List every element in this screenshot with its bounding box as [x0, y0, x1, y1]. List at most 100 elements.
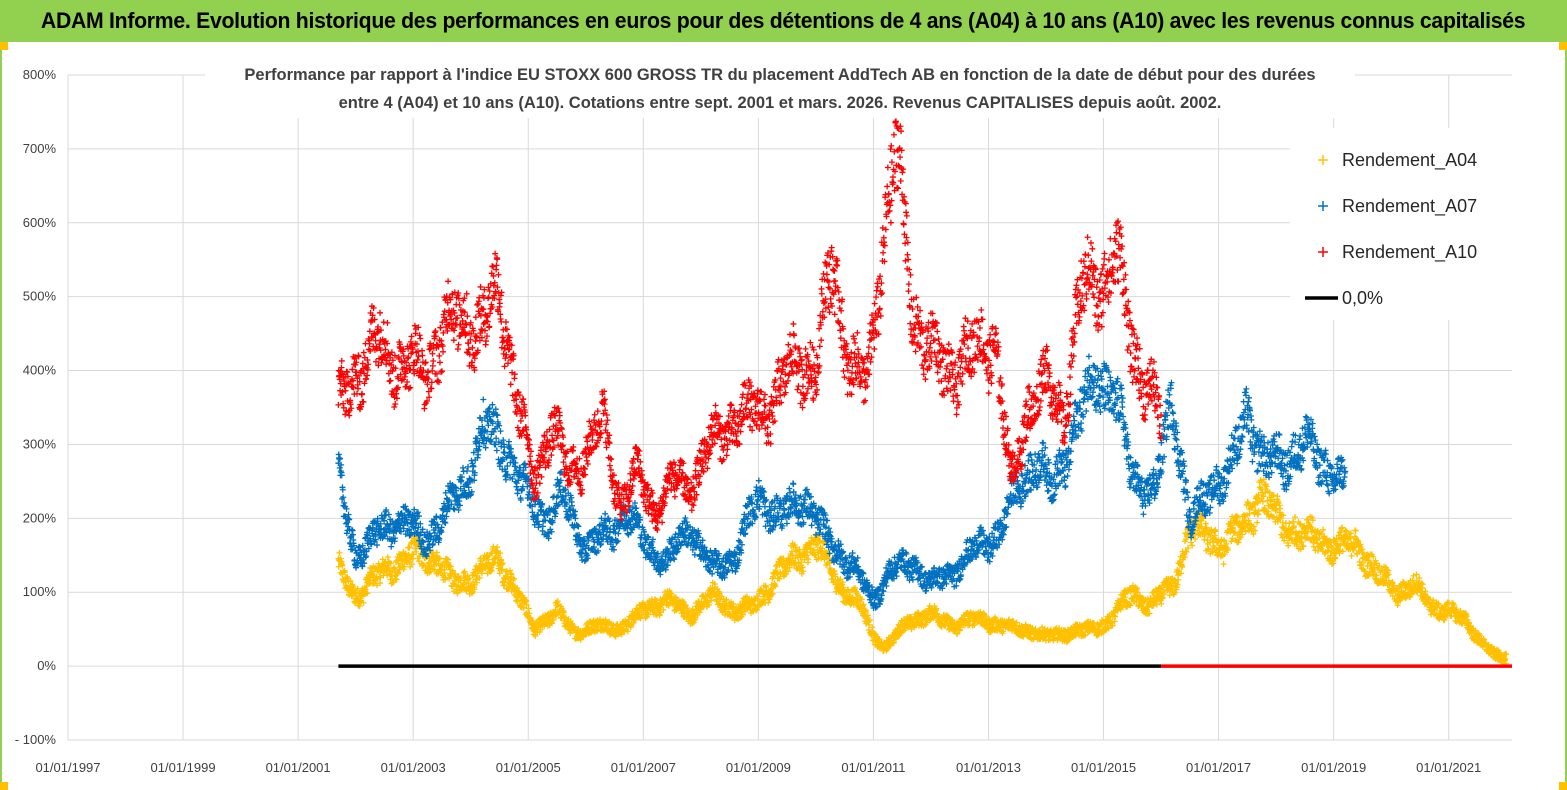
- y-tick-label: - 100%: [15, 732, 57, 747]
- banner-title: ADAM Informe. Evolution historique des p…: [41, 8, 1526, 33]
- y-tick-label: 700%: [23, 141, 57, 156]
- y-tick-label: 100%: [23, 584, 57, 599]
- rendement-a04-point: [373, 582, 380, 589]
- rendement-a04-point: [488, 567, 495, 574]
- rendement-a04-point: [341, 569, 348, 576]
- rendement-a07-point: [602, 510, 609, 517]
- frame-corner-marker: [1559, 42, 1567, 50]
- rendement-a04-point: [1259, 498, 1266, 505]
- rendement-a04-point: [1320, 526, 1327, 533]
- rendement-a04-point: [339, 562, 346, 569]
- rendement-a04-point: [360, 599, 367, 606]
- rendement-a04-point: [550, 616, 557, 623]
- rendement-a07-point: [571, 511, 578, 518]
- rendement-a04-point: [387, 560, 394, 567]
- y-tick-label: 800%: [23, 67, 57, 82]
- y-tick-label: 200%: [23, 510, 57, 525]
- rendement-a07-point: [338, 472, 345, 479]
- rendement-a04-point: [377, 574, 384, 581]
- x-tick-label: 01/01/2003: [381, 760, 446, 775]
- rendement-a07-point: [682, 515, 689, 522]
- rendement-a07-point: [732, 568, 739, 575]
- rendement-a04-point: [560, 613, 567, 620]
- rendement-a07-point: [786, 485, 793, 492]
- y-tick-label: 0%: [37, 658, 56, 673]
- rendement-a04-point: [409, 555, 416, 562]
- rendement-a07-point: [755, 477, 762, 484]
- x-tick-label: 01/01/2009: [726, 760, 791, 775]
- rendement-a04-point: [534, 620, 541, 627]
- rendement-a04-point: [499, 566, 506, 573]
- rendement-a04-point: [433, 549, 440, 556]
- rendement-a04-point: [408, 561, 415, 568]
- x-tick-label: 01/01/2017: [1186, 760, 1251, 775]
- rendement-a04-point: [470, 571, 477, 578]
- frame-corner-marker: [0, 782, 8, 790]
- rendement-a07-point: [480, 396, 487, 403]
- frame-corner-marker: [0, 42, 8, 50]
- rendement-a07-point: [633, 505, 640, 512]
- rendement-a04-point: [344, 575, 351, 582]
- rendement-a04-point: [349, 583, 356, 590]
- rendement-a04-point: [526, 610, 533, 617]
- rendement-a04-point: [364, 590, 371, 597]
- rendement-a04-point: [463, 579, 470, 586]
- rendement-a04-point: [560, 609, 567, 616]
- rendement-a07-point: [459, 464, 466, 471]
- rendement-a04-point: [508, 571, 515, 578]
- rendement-a07-point: [735, 537, 742, 544]
- rendement-a04-point: [514, 598, 521, 605]
- rendement-a04-point: [571, 624, 578, 631]
- rendement-a07-point: [465, 463, 472, 470]
- rendement-a04-point: [449, 567, 456, 574]
- rendement-a04-point: [552, 606, 559, 613]
- rendement-a04-point: [497, 550, 504, 557]
- x-tick-label: 01/01/2007: [611, 760, 676, 775]
- chart-frame: [0, 42, 1567, 790]
- frame-corner-marker: [1559, 782, 1567, 790]
- rendement-a07-point: [464, 467, 471, 474]
- y-tick-label: 600%: [23, 215, 57, 230]
- x-tick-label: 01/01/2001: [266, 760, 331, 775]
- rendement-a04-point: [478, 570, 485, 577]
- rendement-a04-point: [1410, 572, 1417, 579]
- rendement-a04-point: [1354, 551, 1361, 558]
- rendement-a04-point: [525, 605, 532, 612]
- rendement-a07-point: [467, 476, 474, 483]
- rendement-a04-point: [1274, 493, 1281, 500]
- rendement-a04-point: [442, 574, 449, 581]
- rendement-a04-point: [485, 556, 492, 563]
- rendement-a04-point: [447, 563, 454, 570]
- rendement-a07-point: [470, 463, 477, 470]
- rendement-a04-point: [390, 579, 397, 586]
- rendement-a04-point: [461, 568, 468, 575]
- data-marks: [335, 118, 1510, 667]
- rendement-a04-point: [1220, 561, 1227, 568]
- rendement-a04-point: [567, 630, 574, 637]
- rendement-a04-point: [425, 559, 432, 566]
- rendement-a04-point: [537, 626, 544, 633]
- rendement-a04-point: [398, 557, 405, 564]
- rendement-a07-point: [624, 530, 631, 537]
- rendement-a04-point: [1348, 552, 1355, 559]
- rendement-a04-point: [499, 560, 506, 567]
- rendement-a04-point: [523, 601, 530, 608]
- rendement-a07-point: [754, 498, 761, 505]
- x-tick-label: 01/01/2021: [1416, 760, 1481, 775]
- y-tick-label: 400%: [23, 363, 57, 378]
- rendement-a04-point: [391, 565, 398, 572]
- rendement-a04-point: [1254, 519, 1261, 526]
- rendement-a04-point: [457, 575, 464, 582]
- x-tick-label: 01/01/1999: [151, 760, 216, 775]
- axis-ticks: - 100%0%100%200%300%400%500%600%700%800%…: [15, 67, 1481, 775]
- rendement-a07-point: [388, 543, 395, 550]
- rendement-a04-point: [362, 586, 369, 593]
- rendement-a04-point: [445, 556, 452, 563]
- rendement-a07-point: [336, 456, 343, 463]
- rendement-a07-point: [790, 481, 797, 488]
- rendement-a04-point: [336, 549, 343, 556]
- banner: ADAM Informe. Evolution historique des p…: [0, 0, 1567, 42]
- x-tick-label: 01/01/2013: [956, 760, 1021, 775]
- rendement-a04-point: [507, 567, 514, 574]
